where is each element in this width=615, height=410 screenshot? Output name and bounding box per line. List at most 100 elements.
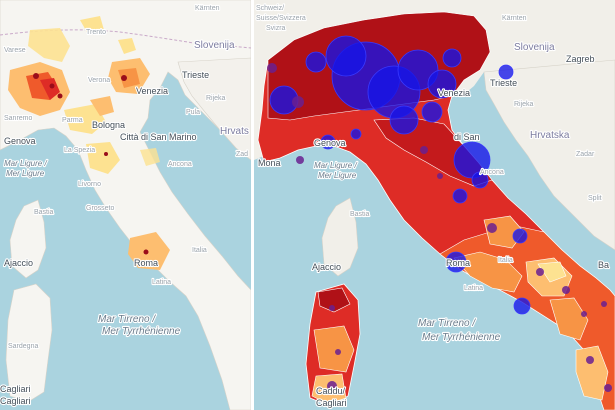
panel-divider xyxy=(251,0,254,410)
case-bubble-small xyxy=(329,305,335,311)
province-marche xyxy=(140,148,160,166)
label-slovenija: Slovenija xyxy=(194,40,235,51)
label-mar-ligure: Mar Ligure / xyxy=(4,159,47,168)
sardinia xyxy=(5,283,53,403)
case-bubble xyxy=(513,297,531,315)
label-zadar: Zadar xyxy=(576,151,595,158)
label-trieste: Trieste xyxy=(182,70,209,80)
label-schweiz: Schweiz/ xyxy=(256,5,284,12)
case-bubble xyxy=(421,101,443,123)
province-verona xyxy=(118,68,140,88)
label-hrvats: Hrvats xyxy=(220,126,249,137)
province-rome xyxy=(128,232,170,270)
label-venezia: Venezia xyxy=(136,86,168,96)
label-ajaccio: Ajaccio xyxy=(312,262,341,272)
label-slovenija: Slovenija xyxy=(514,42,555,53)
label-karnten: Kärnten xyxy=(502,15,527,22)
case-bubble-small xyxy=(586,356,594,364)
region-south-a xyxy=(453,251,523,293)
case-bubble xyxy=(452,188,468,204)
label-genova: Genova xyxy=(314,138,346,148)
case-bubble-small xyxy=(536,268,544,276)
label-mer-ligure: Mer Ligure xyxy=(318,171,357,180)
label-cagliari-top: Cagliari xyxy=(0,384,31,394)
label-sanremo: Sanremo xyxy=(4,115,33,122)
label-monaco: Mona xyxy=(258,158,281,168)
case-dot xyxy=(143,249,149,255)
case-bubble xyxy=(350,128,362,140)
right-map-canvas[interactable]: Schweiz/ Suisse/Svizzera Svizra Kärnten … xyxy=(254,0,615,410)
case-bubble-small xyxy=(601,301,607,307)
case-dot xyxy=(49,83,55,89)
label-livorno: Livorno xyxy=(78,181,101,188)
case-bubbles-small xyxy=(267,63,612,392)
case-bubble-small xyxy=(292,96,304,108)
label-latina: Latina xyxy=(152,279,171,286)
case-bubble xyxy=(389,105,419,135)
label-san-marino: Città di San Marino xyxy=(120,132,197,142)
label-ancona: Ancona xyxy=(480,169,504,176)
case-dot xyxy=(121,75,127,81)
sardinia-north xyxy=(317,287,351,313)
province-tuscany xyxy=(86,142,120,174)
label-zadar: Zad xyxy=(236,151,248,158)
case-bubbles xyxy=(269,35,531,315)
case-bubble xyxy=(445,251,467,273)
label-italia: Italia xyxy=(192,247,207,254)
label-rijeka: Rijeka xyxy=(206,95,226,102)
case-bubble-small xyxy=(581,311,587,317)
label-trieste: Trieste xyxy=(490,78,517,88)
case-bubble-small xyxy=(437,173,443,179)
label-italia: Italia xyxy=(498,257,513,264)
case-bubble xyxy=(397,49,439,91)
left-map[interactable]: Kärnten Trento Varese Verona Venezia Slo… xyxy=(0,0,251,410)
label-cagliari: Cagliari xyxy=(316,398,347,408)
case-bubble xyxy=(512,228,528,244)
label-cagliari: Cagliari xyxy=(0,396,31,406)
case-bubble xyxy=(427,69,457,99)
case-bubble xyxy=(325,35,367,77)
region-south-c xyxy=(549,297,589,341)
case-dot xyxy=(33,73,39,79)
label-latina: Latina xyxy=(464,285,483,292)
label-rijeka: Rijeka xyxy=(514,101,534,108)
label-sardegna: Sardegna xyxy=(8,343,38,350)
croatia-land xyxy=(177,57,251,161)
label-varese: Varese xyxy=(4,47,26,54)
case-bubble-small xyxy=(327,381,337,391)
province-north-1 xyxy=(28,28,70,62)
label-split: Split xyxy=(588,195,602,202)
province-bologna xyxy=(90,96,114,116)
left-map-canvas[interactable]: Kärnten Trento Varese Verona Venezia Slo… xyxy=(0,0,251,410)
label-mar-tirreno: Mar Tirreno / xyxy=(98,314,156,325)
label-mar-ligure: Mar Ligure / xyxy=(314,161,357,170)
case-bubble-small xyxy=(604,384,612,392)
sardinia-center xyxy=(313,325,355,373)
label-grosseto: Grosseto xyxy=(86,205,115,212)
case-bubble-small xyxy=(335,349,341,355)
case-dot xyxy=(104,152,108,156)
label-bologna: Bologna xyxy=(92,120,125,130)
label-roma: Roma xyxy=(446,258,470,268)
case-dot xyxy=(57,93,63,99)
label-cagliari-top: Caddu/ xyxy=(316,386,346,396)
label-bastia: Bastia xyxy=(350,211,370,218)
label-suisse: Suisse/Svizzera xyxy=(256,15,306,22)
label-zagreb: Zagreb xyxy=(566,54,595,64)
case-bubble-small xyxy=(420,146,428,154)
label-mer-ligure: Mer Ligure xyxy=(6,169,45,178)
label-parma: Parma xyxy=(62,117,83,124)
label-verona: Verona xyxy=(88,77,110,84)
case-bubble xyxy=(320,134,336,150)
province-north-2 xyxy=(80,16,104,34)
label-san-marino: di San xyxy=(454,132,480,142)
label-hrvatska: Hrvatska xyxy=(530,130,570,141)
case-bubble-small xyxy=(296,156,304,164)
province-north-3 xyxy=(118,38,136,54)
case-bubble-small xyxy=(562,286,570,294)
corsica xyxy=(9,199,47,279)
right-map[interactable]: Schweiz/ Suisse/Svizzera Svizra Kärnten … xyxy=(254,0,615,410)
case-bubble xyxy=(305,51,327,73)
corsica xyxy=(321,197,359,277)
